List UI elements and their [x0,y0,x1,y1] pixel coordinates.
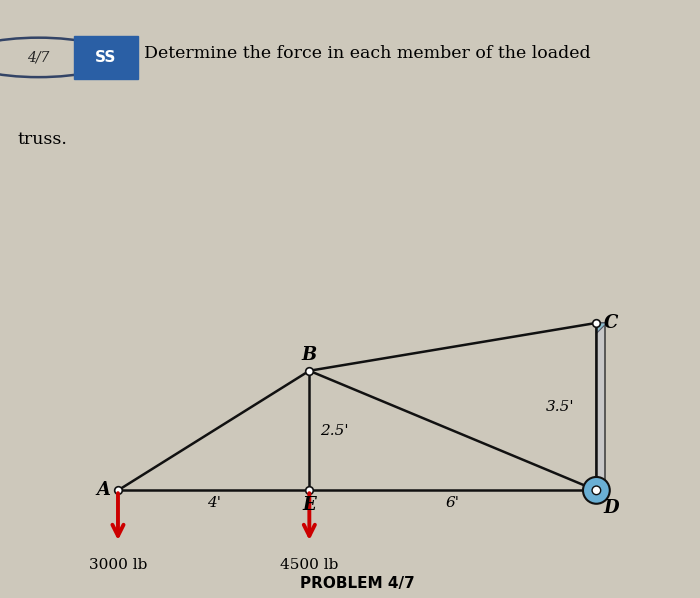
Text: 4': 4' [206,496,220,510]
Text: 4500 lb: 4500 lb [280,559,339,572]
Text: B: B [302,346,317,364]
Text: C: C [603,314,618,332]
Polygon shape [596,323,607,334]
Circle shape [592,486,601,495]
Text: truss.: truss. [18,132,67,148]
Text: E: E [302,496,316,514]
Text: PROBLEM 4/7: PROBLEM 4/7 [300,575,414,590]
Text: A: A [97,481,111,499]
Text: 3.5': 3.5' [546,399,575,414]
Text: 2.5': 2.5' [320,423,349,438]
Circle shape [583,477,610,504]
Polygon shape [596,323,605,490]
Text: 3000 lb: 3000 lb [89,559,147,572]
FancyBboxPatch shape [74,36,138,79]
Text: D: D [603,499,620,517]
Text: 6': 6' [446,496,460,510]
Text: SS: SS [95,50,116,65]
Text: Determine the force in each member of the loaded: Determine the force in each member of th… [144,45,590,62]
Text: 4/7: 4/7 [27,50,50,65]
